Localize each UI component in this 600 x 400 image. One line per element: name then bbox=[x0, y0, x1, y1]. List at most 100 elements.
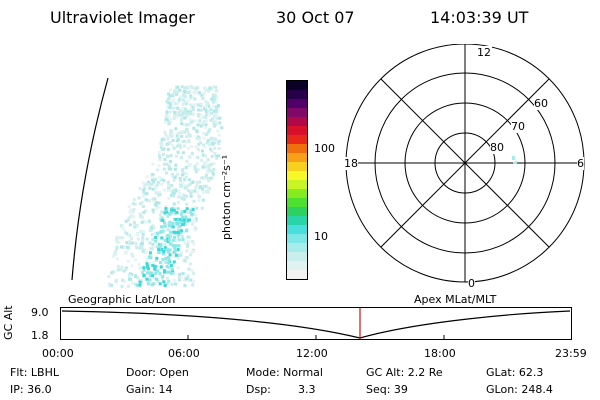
status-mode: Mode: Normal bbox=[246, 366, 323, 379]
mlt-label-18: 18 bbox=[344, 157, 358, 170]
emission-pixel bbox=[191, 220, 195, 224]
colorbar bbox=[286, 80, 308, 280]
emission-pixel bbox=[207, 113, 211, 117]
emission-pixel bbox=[161, 248, 165, 252]
emission-pixel-bright bbox=[172, 208, 176, 212]
emission-pixel bbox=[152, 282, 156, 285]
emission-pixel bbox=[195, 180, 199, 184]
emission-pixel bbox=[167, 92, 170, 96]
emission-pixel bbox=[196, 123, 200, 127]
emission-pixel bbox=[169, 167, 173, 171]
emission-pixel bbox=[201, 198, 205, 202]
emission-pixel bbox=[206, 170, 210, 174]
emission-pixel bbox=[200, 206, 204, 210]
emission-pixel bbox=[154, 184, 158, 188]
emission-pixel bbox=[176, 195, 180, 199]
emission-pixel bbox=[196, 86, 200, 90]
emission-pixel bbox=[210, 138, 214, 142]
emission-pixel bbox=[120, 224, 124, 227]
emission-pixel bbox=[134, 224, 138, 228]
emission-pixel bbox=[164, 171, 168, 175]
emission-pixel-bright bbox=[166, 240, 170, 243]
emission-pixel bbox=[186, 85, 189, 89]
emission-pixel bbox=[191, 240, 195, 244]
emission-pixel bbox=[159, 145, 163, 149]
emission-pixel-bright bbox=[146, 282, 150, 286]
emission-pixel-bright bbox=[183, 209, 187, 213]
emission-pixel bbox=[121, 227, 125, 231]
emission-pixel bbox=[213, 137, 217, 141]
emission-pixel bbox=[166, 118, 169, 122]
emission-pixel bbox=[181, 272, 185, 275]
emission-pixel bbox=[162, 229, 166, 233]
emission-pixel bbox=[203, 86, 207, 90]
emission-pixel-bright bbox=[177, 233, 181, 237]
instrument-title: Ultraviolet Imager bbox=[50, 8, 195, 27]
emission-pixel bbox=[129, 208, 132, 212]
emission-pixel bbox=[166, 137, 170, 141]
emission-pixel bbox=[180, 130, 184, 134]
emission-pixel bbox=[155, 191, 159, 195]
timeline-left-title: Geographic Lat/Lon bbox=[68, 293, 176, 306]
emission-pixel-bright bbox=[185, 207, 189, 211]
emission-pixel bbox=[161, 243, 165, 247]
emission-pixel bbox=[152, 180, 156, 184]
emission-pixel bbox=[202, 136, 206, 140]
timeline-ticks bbox=[187, 335, 445, 339]
emission-pixel bbox=[115, 245, 119, 249]
emission-pixel bbox=[114, 253, 118, 257]
colorbar-segment bbox=[287, 135, 307, 144]
colorbar-segment bbox=[287, 117, 307, 126]
emission-pixel bbox=[198, 91, 201, 95]
emission-pixel bbox=[148, 186, 152, 190]
emission-pixel bbox=[184, 114, 188, 118]
emission-pixel bbox=[165, 99, 169, 103]
emission-pixel bbox=[206, 102, 210, 105]
emission-pixel bbox=[163, 130, 167, 134]
emission-pixel bbox=[187, 178, 191, 182]
emission-pixel bbox=[185, 102, 189, 106]
emission-pixel-bright bbox=[157, 248, 161, 252]
timeline-chart bbox=[60, 307, 572, 340]
emission-pixel bbox=[183, 172, 186, 176]
emission-pixel bbox=[199, 124, 203, 128]
emission-pixel-bright bbox=[155, 231, 159, 235]
emission-pixel bbox=[137, 262, 141, 266]
emission-pixel bbox=[197, 148, 201, 152]
emission-pixel-bright bbox=[164, 256, 168, 260]
emission-pixel bbox=[199, 102, 203, 106]
emission-pixel bbox=[150, 173, 154, 177]
emission-pixel bbox=[145, 237, 149, 241]
emission-pixel bbox=[204, 87, 208, 91]
emission-pixel bbox=[185, 159, 189, 163]
emission-pixel-bright bbox=[146, 267, 150, 271]
emission-pixel bbox=[209, 176, 213, 180]
emission-pixel bbox=[210, 149, 214, 153]
emission-pixel bbox=[181, 151, 185, 155]
emission-pixel bbox=[212, 105, 216, 109]
emission-pixel bbox=[189, 262, 192, 266]
emission-pixel-bright bbox=[169, 271, 173, 275]
emission-pixel-bright bbox=[159, 265, 163, 269]
emission-pixel bbox=[212, 114, 216, 118]
emission-pixel-bright bbox=[161, 275, 165, 278]
emission-pixel bbox=[208, 143, 212, 147]
emission-pixel bbox=[175, 189, 179, 193]
emission-pixel bbox=[188, 118, 192, 122]
emission-pixel-bright bbox=[187, 218, 191, 222]
emission-pixel bbox=[169, 117, 173, 121]
emission-pixel bbox=[115, 247, 119, 251]
emission-pixel bbox=[123, 279, 126, 283]
emission-pixel bbox=[127, 216, 131, 220]
emission-pixel bbox=[187, 146, 190, 150]
emission-pixel bbox=[211, 142, 215, 146]
emission-pixel bbox=[196, 168, 200, 172]
emission-pixel-bright bbox=[154, 236, 158, 239]
emission-pixel bbox=[166, 188, 170, 192]
emission-pixel bbox=[127, 205, 131, 209]
emission-pixel bbox=[215, 156, 219, 160]
emission-pixel bbox=[215, 114, 219, 118]
emission-pixel bbox=[140, 279, 144, 283]
emission-pixel bbox=[174, 188, 178, 192]
emission-pixel bbox=[172, 188, 176, 192]
